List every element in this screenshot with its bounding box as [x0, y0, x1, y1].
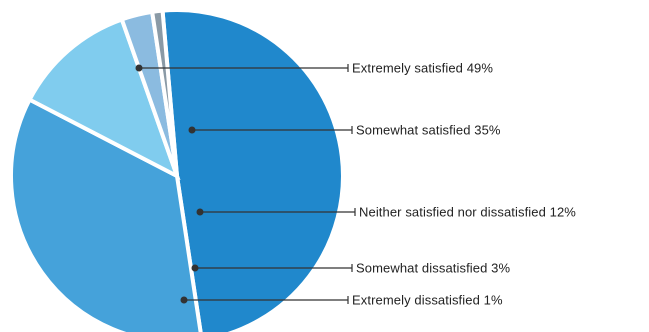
leader-lines: [135, 64, 356, 304]
label-somewhat-satisfied: Somewhat satisfied 35%: [356, 123, 501, 138]
slice-labels: Extremely satisfied 49% Somewhat satisfi…: [352, 61, 576, 308]
label-extremely-dissatisfied: Extremely dissatisfied 1%: [352, 293, 503, 308]
label-neither: Neither satisfied nor dissatisfied 12%: [359, 205, 576, 220]
pie-slice-extremely-dissatisfied: [149, 8, 179, 177]
pie-slice-somewhat-satisfied: [9, 96, 203, 332]
pie-slice-extremely-satisfied: [160, 8, 345, 332]
pie-slice-neither: [26, 16, 181, 181]
label-extremely-satisfied: Extremely satisfied 49%: [352, 61, 493, 76]
label-somewhat-dissatisfied: Somewhat dissatisfied 3%: [356, 261, 510, 276]
pie-slices: [9, 8, 345, 332]
